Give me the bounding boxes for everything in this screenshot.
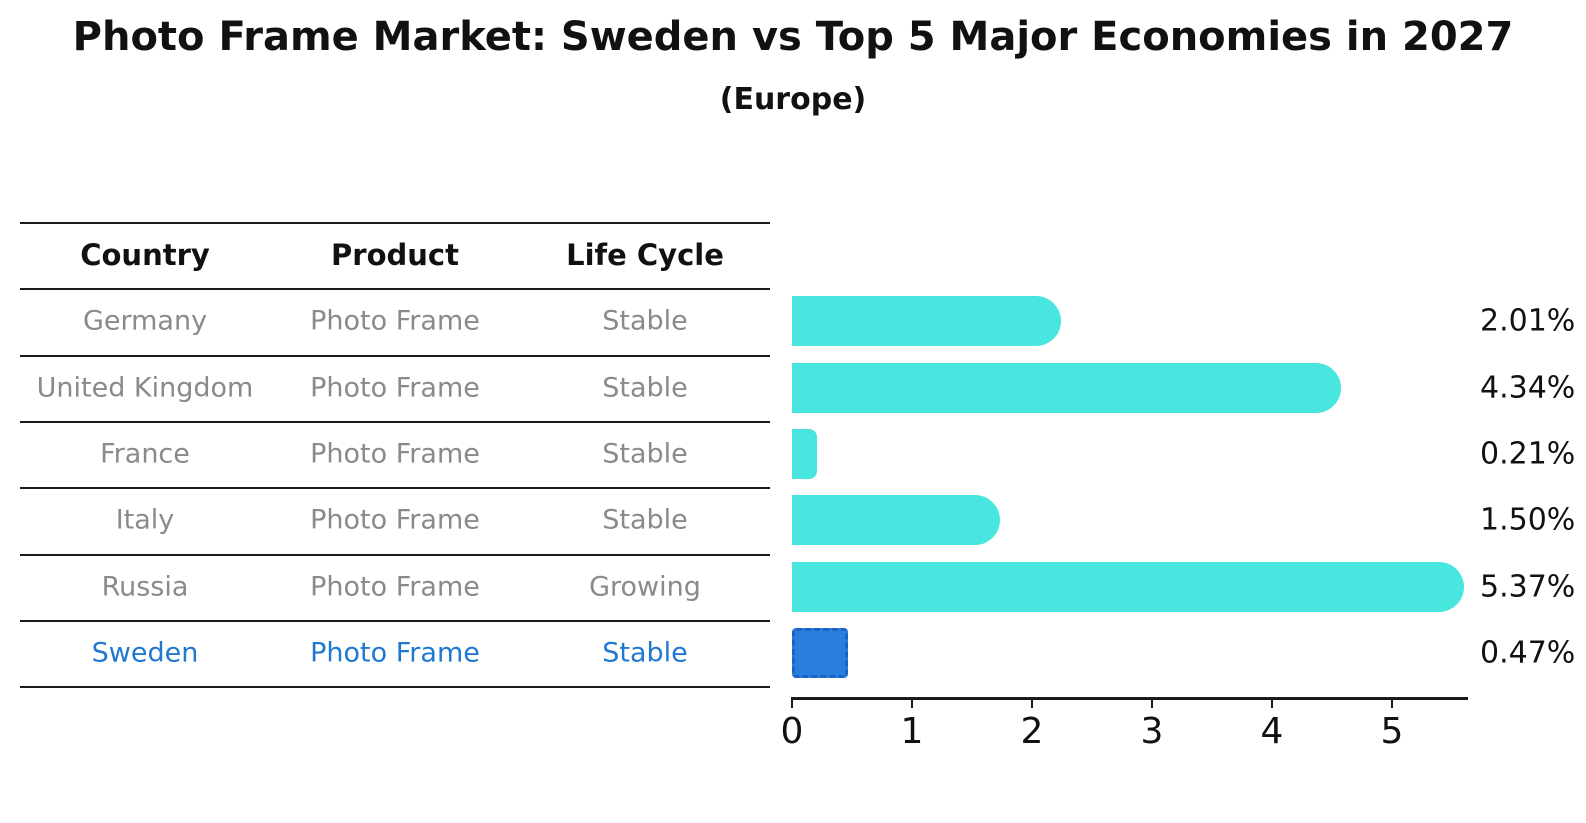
- table-rule: [20, 554, 770, 556]
- bar-value-label: 2.01%: [1480, 303, 1576, 339]
- table-rule: [20, 686, 770, 688]
- x-axis-tick: [1271, 697, 1273, 708]
- bar-value-label: 4.34%: [1480, 370, 1576, 406]
- bar-germany: [792, 296, 1061, 346]
- table-header-life-cycle: Life Cycle: [566, 238, 724, 272]
- table-header-product: Product: [331, 238, 459, 272]
- x-axis-tick-label: 5: [1380, 711, 1404, 752]
- x-axis-tick: [1391, 697, 1393, 708]
- table-header-country: Country: [80, 238, 210, 272]
- table-cell-life-cycle: Stable: [602, 305, 688, 337]
- table-cell-life-cycle: Stable: [602, 504, 688, 536]
- table-rule: [20, 487, 770, 489]
- table-cell-life-cycle: Stable: [602, 438, 688, 470]
- table-cell-product: Photo Frame: [310, 305, 480, 337]
- table-cell-country: France: [100, 438, 190, 470]
- table-rule: [20, 222, 770, 224]
- table-cell-product: Photo Frame: [310, 372, 480, 404]
- bar-sweden: [792, 628, 848, 678]
- table-cell-country: Sweden: [91, 637, 199, 669]
- table-rule: [20, 620, 770, 622]
- table-rule: [20, 355, 770, 357]
- x-axis-tick-label: 3: [1140, 711, 1164, 752]
- bar-russia: [792, 562, 1464, 612]
- bar-value-label: 0.47%: [1480, 635, 1576, 671]
- table-cell-product: Photo Frame: [310, 637, 480, 669]
- x-axis-tick: [791, 697, 793, 708]
- x-axis-tick-label: 4: [1260, 711, 1284, 752]
- table-cell-life-cycle: Stable: [602, 372, 688, 404]
- bar-value-label: 1.50%: [1480, 502, 1576, 538]
- table-cell-country: Italy: [115, 504, 175, 536]
- x-axis-tick: [1151, 697, 1153, 708]
- table-rule: [20, 421, 770, 423]
- x-axis: [792, 697, 1468, 700]
- x-axis-tick-label: 0: [780, 711, 804, 752]
- bar-united-kingdom: [792, 363, 1341, 413]
- table-cell-life-cycle: Growing: [589, 571, 701, 603]
- table-rule: [20, 288, 770, 290]
- chart-title: Photo Frame Market: Sweden vs Top 5 Majo…: [72, 14, 1514, 60]
- bar-italy: [792, 495, 1000, 545]
- table-cell-country: Germany: [82, 305, 208, 337]
- table-cell-product: Photo Frame: [310, 571, 480, 603]
- x-axis-tick: [911, 697, 913, 708]
- bar-france: [792, 429, 817, 479]
- table-cell-product: Photo Frame: [310, 438, 480, 470]
- bar-value-label: 5.37%: [1480, 569, 1576, 605]
- x-axis-tick-label: 2: [1020, 711, 1044, 752]
- table-cell-country: Russia: [101, 571, 189, 603]
- table-cell-life-cycle: Stable: [602, 637, 688, 669]
- x-axis-tick-label: 1: [900, 711, 924, 752]
- table-cell-country: United Kingdom: [36, 372, 254, 404]
- table-cell-product: Photo Frame: [310, 504, 480, 536]
- chart-subtitle: (Europe): [719, 82, 867, 117]
- x-axis-tick: [1031, 697, 1033, 708]
- bar-value-label: 0.21%: [1480, 436, 1576, 472]
